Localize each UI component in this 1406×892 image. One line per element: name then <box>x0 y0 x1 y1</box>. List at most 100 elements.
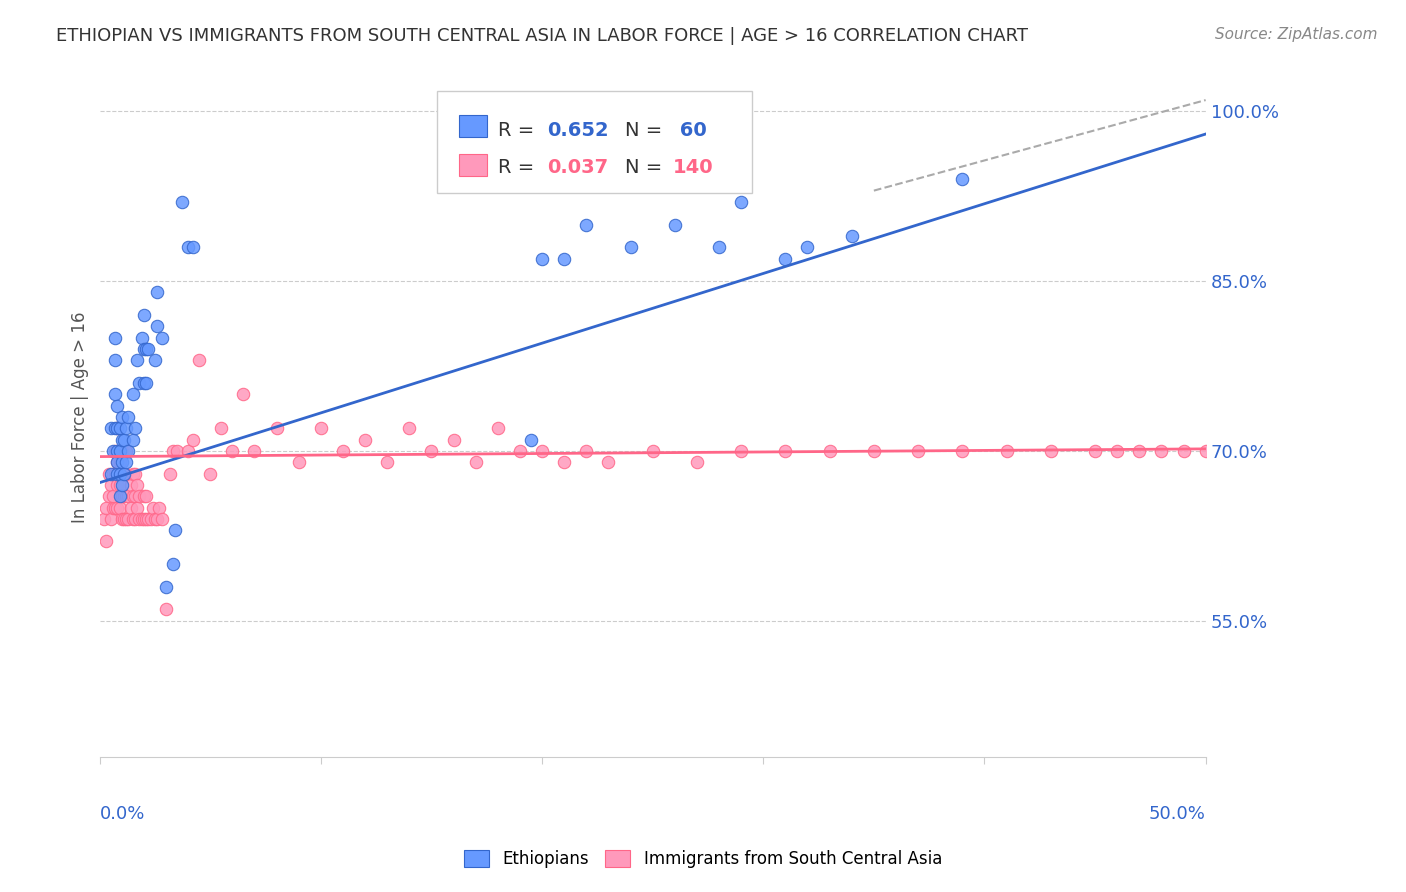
Point <box>101 444 124 458</box>
Point <box>108 500 131 515</box>
Text: 0.037: 0.037 <box>547 158 609 177</box>
Y-axis label: In Labor Force | Age > 16: In Labor Force | Age > 16 <box>72 311 89 523</box>
Point <box>115 512 138 526</box>
Point <box>155 580 177 594</box>
Point <box>863 444 886 458</box>
Point <box>120 478 142 492</box>
Point <box>575 444 598 458</box>
Point <box>100 467 122 481</box>
Point <box>232 387 254 401</box>
Point <box>104 500 127 515</box>
Point <box>420 444 443 458</box>
Point <box>108 455 131 469</box>
Point <box>105 500 128 515</box>
Point <box>96 534 118 549</box>
Text: N =: N = <box>626 158 668 177</box>
Point <box>1261 444 1284 458</box>
Point <box>136 342 159 356</box>
Point <box>111 444 134 458</box>
Point <box>375 455 398 469</box>
Point <box>354 433 377 447</box>
Point <box>1039 444 1062 458</box>
Point <box>531 444 554 458</box>
Point <box>111 489 134 503</box>
Point <box>995 444 1018 458</box>
FancyBboxPatch shape <box>460 115 486 137</box>
FancyBboxPatch shape <box>437 91 752 193</box>
Point <box>775 252 797 266</box>
Point <box>486 421 509 435</box>
Point <box>96 500 118 515</box>
Text: Source: ZipAtlas.com: Source: ZipAtlas.com <box>1215 27 1378 42</box>
Point <box>121 467 143 481</box>
Point <box>162 444 184 458</box>
Point <box>105 478 128 492</box>
Point <box>121 512 143 526</box>
Point <box>105 455 128 469</box>
Point <box>108 467 131 481</box>
Point <box>464 455 486 469</box>
Point <box>664 218 686 232</box>
Point <box>132 342 155 356</box>
Point <box>111 409 134 424</box>
Point <box>155 602 177 616</box>
Point <box>1282 444 1305 458</box>
Point <box>136 512 159 526</box>
Point <box>131 512 153 526</box>
Point <box>619 240 641 254</box>
Point <box>907 444 929 458</box>
Point <box>1195 444 1218 458</box>
Point <box>707 240 730 254</box>
Point <box>775 444 797 458</box>
Point <box>309 421 332 435</box>
Point <box>159 467 181 481</box>
Point <box>124 467 146 481</box>
Point <box>131 331 153 345</box>
Point <box>112 433 135 447</box>
Point <box>105 399 128 413</box>
Point <box>598 455 620 469</box>
Point <box>105 421 128 435</box>
Point <box>93 512 115 526</box>
Point <box>108 489 131 503</box>
Point <box>443 433 465 447</box>
Point <box>112 512 135 526</box>
Legend: Ethiopians, Immigrants from South Central Asia: Ethiopians, Immigrants from South Centra… <box>457 843 949 875</box>
Point <box>121 489 143 503</box>
Point <box>111 433 134 447</box>
Point <box>112 489 135 503</box>
Text: R =: R = <box>498 121 540 140</box>
Point <box>117 489 139 503</box>
Point <box>266 421 288 435</box>
Point <box>841 228 863 243</box>
Point <box>520 433 543 447</box>
Point <box>124 512 146 526</box>
Point <box>111 467 134 481</box>
Point <box>105 444 128 458</box>
Point <box>1239 444 1261 458</box>
Point <box>143 353 166 368</box>
Point <box>132 308 155 322</box>
Point <box>135 376 157 390</box>
Point <box>796 240 818 254</box>
Point <box>120 500 142 515</box>
Point <box>730 194 752 209</box>
Point <box>1128 444 1150 458</box>
Point <box>124 421 146 435</box>
Point <box>1150 444 1173 458</box>
Point <box>641 444 664 458</box>
Point <box>97 467 120 481</box>
Point <box>181 433 204 447</box>
Point <box>1107 444 1129 458</box>
Text: 0.652: 0.652 <box>547 121 609 140</box>
Point <box>398 421 420 435</box>
Point <box>1393 444 1406 458</box>
Point <box>101 489 124 503</box>
Point <box>139 512 162 526</box>
FancyBboxPatch shape <box>460 153 486 176</box>
Point <box>146 512 169 526</box>
Point <box>115 444 138 458</box>
Point <box>162 557 184 571</box>
Point <box>128 489 150 503</box>
Point <box>143 512 166 526</box>
